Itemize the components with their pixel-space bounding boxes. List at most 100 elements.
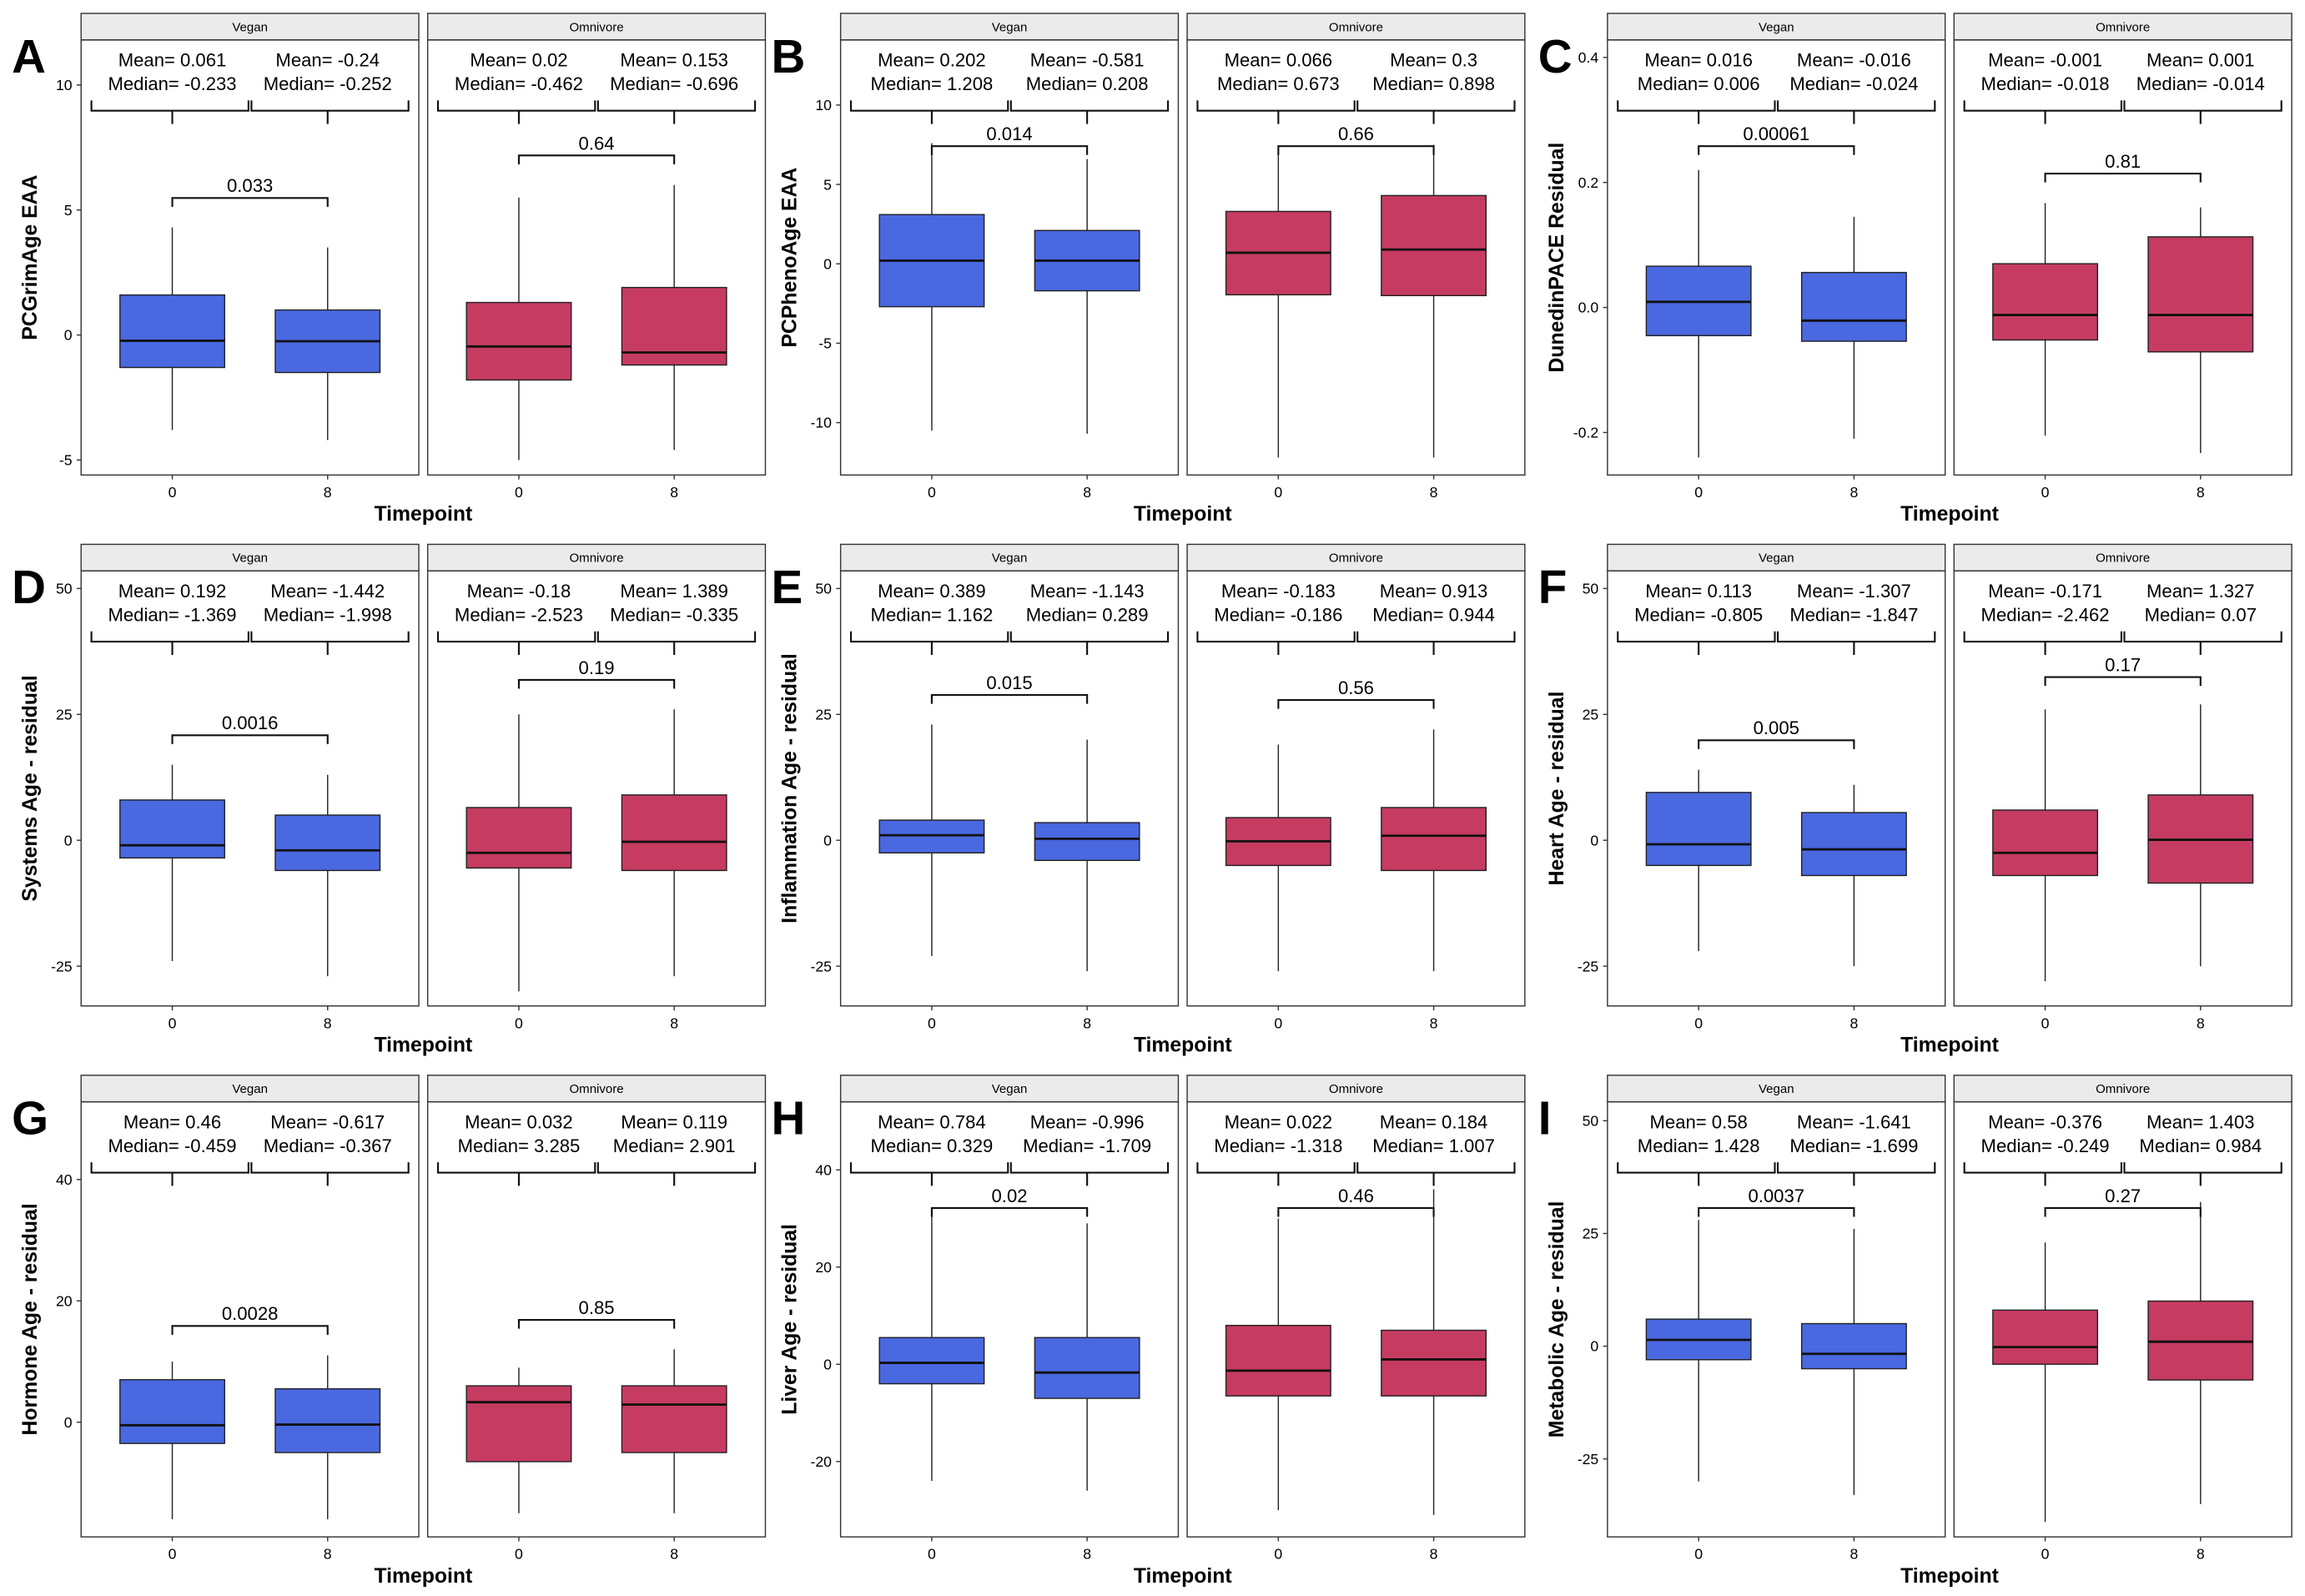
mean-annotation: Mean= 0.913 bbox=[1380, 581, 1488, 602]
x-tick-label: 8 bbox=[1850, 1546, 1858, 1563]
panel-letter: F bbox=[1538, 561, 1568, 613]
facet-label: Vegan bbox=[1759, 1082, 1794, 1096]
mean-annotation: Mean= -0.001 bbox=[1988, 50, 2102, 71]
panel-border bbox=[1607, 570, 1946, 1007]
y-tick-label: -25 bbox=[1578, 1451, 1599, 1468]
y-tick-label: 10 bbox=[56, 77, 73, 93]
median-annotation: Median= -0.252 bbox=[264, 73, 392, 94]
median-annotation: Median= 0.944 bbox=[1372, 604, 1495, 625]
p-value: 0.85 bbox=[579, 1297, 615, 1318]
x-tick-label: 8 bbox=[1083, 484, 1091, 501]
panel-letter: D bbox=[12, 561, 46, 613]
y-tick-label: 25 bbox=[56, 706, 73, 722]
y-tick-label: 0 bbox=[64, 327, 73, 344]
panel-letter: C bbox=[1538, 30, 1573, 83]
facet-strip bbox=[1953, 13, 2292, 41]
box bbox=[878, 819, 985, 853]
brace bbox=[250, 1162, 410, 1186]
box bbox=[119, 1379, 225, 1444]
panel-border bbox=[839, 1100, 1180, 1538]
facet-label: Vegan bbox=[992, 551, 1028, 566]
panel-border bbox=[1607, 1100, 1946, 1538]
facet-label: Omnivore bbox=[570, 1082, 624, 1096]
box bbox=[119, 294, 225, 369]
median-annotation: Median= 0.898 bbox=[1372, 73, 1495, 94]
x-tick-label: 0 bbox=[928, 484, 936, 501]
median-annotation: Median= -0.367 bbox=[264, 1135, 392, 1156]
median-annotation: Median= 1.162 bbox=[871, 604, 994, 625]
median-annotation: Median= 0.673 bbox=[1217, 73, 1340, 94]
box bbox=[1800, 271, 1907, 342]
panel-border bbox=[1186, 570, 1526, 1007]
y-tick-label: 40 bbox=[815, 1161, 832, 1178]
p-bracket bbox=[1277, 698, 1435, 709]
box bbox=[1992, 263, 2099, 341]
y-tick-label: 50 bbox=[56, 581, 73, 597]
p-bracket bbox=[517, 1318, 676, 1329]
mean-annotation: Mean= -0.376 bbox=[1988, 1111, 2102, 1132]
y-tick-label: 0 bbox=[823, 255, 832, 272]
median-annotation: Median= 0.984 bbox=[2139, 1135, 2262, 1156]
brace bbox=[1963, 100, 2122, 124]
mean-annotation: Mean= -1.641 bbox=[1797, 1111, 1911, 1132]
brace bbox=[849, 631, 1009, 656]
x-tick-label: 8 bbox=[1430, 1546, 1438, 1563]
mean-annotation: Mean= 0.153 bbox=[620, 50, 728, 71]
p-value: 0.015 bbox=[986, 672, 1032, 693]
median-annotation: Median= 0.289 bbox=[1026, 604, 1149, 625]
panel-letter: H bbox=[772, 1092, 806, 1145]
facet-label: Vegan bbox=[1759, 20, 1794, 34]
box bbox=[1992, 809, 2099, 877]
brace bbox=[1009, 631, 1170, 656]
facet-strip bbox=[1186, 543, 1526, 571]
box bbox=[119, 799, 225, 859]
mean-annotation: Mean= 0.46 bbox=[123, 1111, 221, 1132]
facet-strip bbox=[1953, 1075, 2292, 1103]
x-tick-label: 8 bbox=[2197, 1546, 2205, 1563]
mean-annotation: Mean= -0.996 bbox=[1030, 1111, 1145, 1132]
panel-border bbox=[839, 39, 1180, 476]
p-bracket bbox=[1277, 145, 1435, 155]
p-bracket bbox=[171, 734, 329, 744]
y-tick-label: 0 bbox=[64, 1414, 73, 1431]
y-axis-label: Heart Age - residual bbox=[1546, 692, 1568, 886]
panel-border bbox=[1953, 39, 2292, 476]
x-tick-label: 8 bbox=[670, 484, 678, 501]
p-bracket bbox=[1698, 739, 1855, 749]
mean-annotation: Mean= 0.001 bbox=[2146, 50, 2255, 71]
p-value: 0.0037 bbox=[1748, 1186, 1804, 1206]
median-annotation: Median= 1.007 bbox=[1372, 1135, 1495, 1156]
mean-annotation: Mean= 1.327 bbox=[2146, 581, 2255, 602]
y-tick-label: 0.2 bbox=[1578, 174, 1599, 191]
p-value: 0.0028 bbox=[222, 1303, 279, 1324]
x-tick-label: 0 bbox=[169, 1014, 177, 1031]
p-value: 0.66 bbox=[1338, 123, 1374, 144]
median-annotation: Median= 1.428 bbox=[1638, 1135, 1760, 1156]
panel-letter: G bbox=[12, 1092, 48, 1145]
panel-letter: I bbox=[1538, 1092, 1552, 1145]
panel-border bbox=[1186, 39, 1526, 476]
facet-label: Vegan bbox=[992, 20, 1028, 34]
facet-strip bbox=[80, 543, 420, 571]
mean-annotation: Mean= 1.389 bbox=[620, 581, 728, 602]
median-annotation: Median= -0.024 bbox=[1789, 73, 1918, 94]
brace bbox=[1009, 1162, 1170, 1186]
y-axis-label: Liver Age - residual bbox=[779, 1224, 802, 1415]
median-annotation: Median= -1.318 bbox=[1214, 1135, 1342, 1156]
panel-border bbox=[1953, 570, 2292, 1007]
y-tick-label: 0.4 bbox=[1578, 49, 1599, 66]
p-value: 0.19 bbox=[579, 657, 615, 678]
x-tick-label: 0 bbox=[1274, 1014, 1282, 1031]
brace bbox=[1356, 100, 1516, 124]
box bbox=[1225, 1324, 1331, 1397]
x-tick-label: 8 bbox=[1430, 484, 1438, 501]
panel-border bbox=[80, 1100, 420, 1538]
median-annotation: Median= 0.07 bbox=[2145, 604, 2257, 625]
median-annotation: Median= 0.006 bbox=[1638, 73, 1760, 94]
y-tick-label: 0 bbox=[823, 832, 832, 848]
y-tick-label: 10 bbox=[815, 97, 832, 113]
p-value: 0.00061 bbox=[1743, 123, 1809, 144]
facet-label: Vegan bbox=[992, 1082, 1028, 1096]
